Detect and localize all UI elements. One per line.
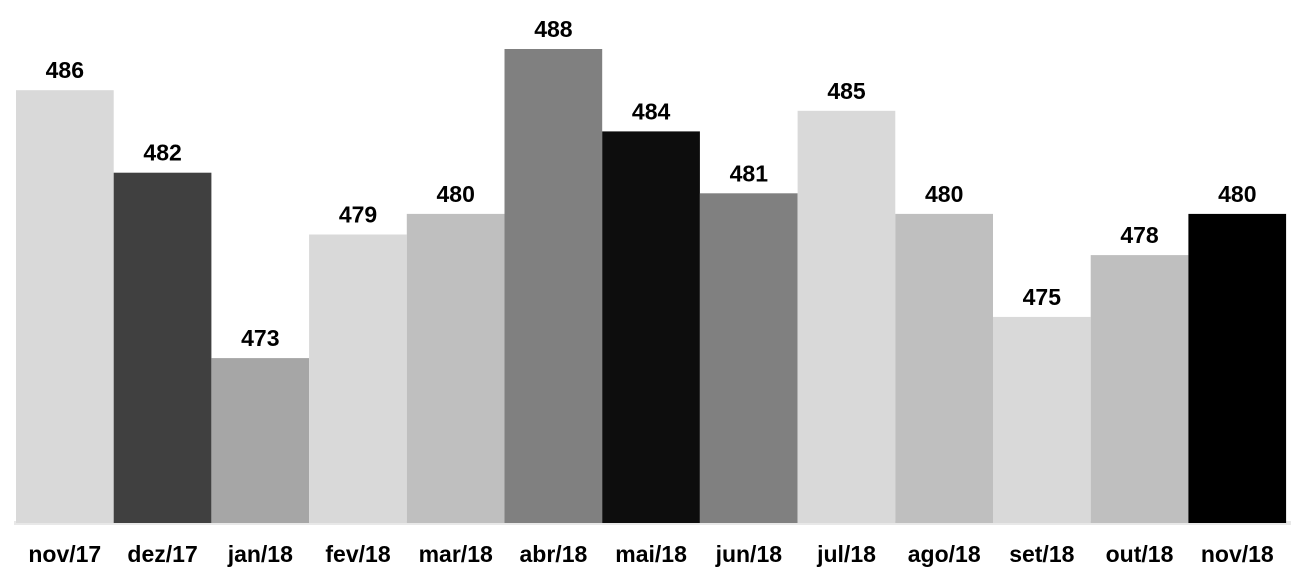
data-label-mai-18: 484 xyxy=(632,98,671,124)
bar-ago-18 xyxy=(895,213,993,523)
bar-nov-18 xyxy=(1188,213,1287,523)
bar-mar-18 xyxy=(406,213,505,523)
x-tick-label-mar-18: mar/18 xyxy=(419,541,493,567)
bar-dez-17 xyxy=(113,172,212,523)
x-tick-label-ago-18: ago/18 xyxy=(908,541,981,567)
data-label-abr-18: 488 xyxy=(534,16,573,42)
data-label-set-18: 475 xyxy=(1023,284,1062,310)
x-tick-label-dez-17: dez/17 xyxy=(127,541,197,567)
x-axis-tick-labels: nov/17 dez/17 jan/18 fev/18 mar/18 abr/18 mai/… xyxy=(28,541,1274,567)
bar-nov-17 xyxy=(16,90,114,523)
data-label-out-18: 478 xyxy=(1120,222,1159,248)
bar-fev-18 xyxy=(309,234,407,523)
data-label-ago-18: 480 xyxy=(925,181,963,207)
data-label-nov-18: 480 xyxy=(1218,181,1256,207)
data-label-jan-18: 473 xyxy=(241,325,279,351)
x-tick-label-nov-17: nov/17 xyxy=(28,541,101,567)
data-label-mar-18: 480 xyxy=(437,181,475,207)
x-tick-label-nov-18: nov/18 xyxy=(1201,541,1274,567)
bar-abr-18 xyxy=(504,49,603,523)
data-label-jul-18: 485 xyxy=(827,78,866,104)
bar-jul-18 xyxy=(797,110,896,524)
x-tick-label-jul-18: jul/18 xyxy=(816,541,876,567)
x-tick-label-mai-18: mai/18 xyxy=(615,541,687,567)
bar-out-18 xyxy=(1090,255,1189,523)
x-tick-label-jan-18: jan/18 xyxy=(227,541,293,567)
value-labels-group: 486 482 473 479 480 488 484 481 485 480 475 478 480 xyxy=(46,16,1257,351)
data-label-fev-18: 479 xyxy=(339,202,377,228)
x-tick-label-set-18: set/18 xyxy=(1009,541,1074,567)
x-tick-label-fev-18: fev/18 xyxy=(325,541,390,567)
bar-jan-18 xyxy=(211,358,310,523)
bar-mai-18 xyxy=(602,131,700,523)
bar-set-18 xyxy=(993,316,1091,523)
x-tick-label-out-18: out/18 xyxy=(1106,541,1174,567)
x-tick-label-abr-18: abr/18 xyxy=(520,541,588,567)
data-label-dez-17: 482 xyxy=(143,140,181,166)
x-tick-label-jun-18: jun/18 xyxy=(715,541,783,567)
bar-jun-18 xyxy=(699,193,798,524)
data-label-nov-17: 486 xyxy=(46,57,84,83)
data-label-jun-18: 481 xyxy=(730,160,769,186)
bars-group xyxy=(16,49,1287,524)
